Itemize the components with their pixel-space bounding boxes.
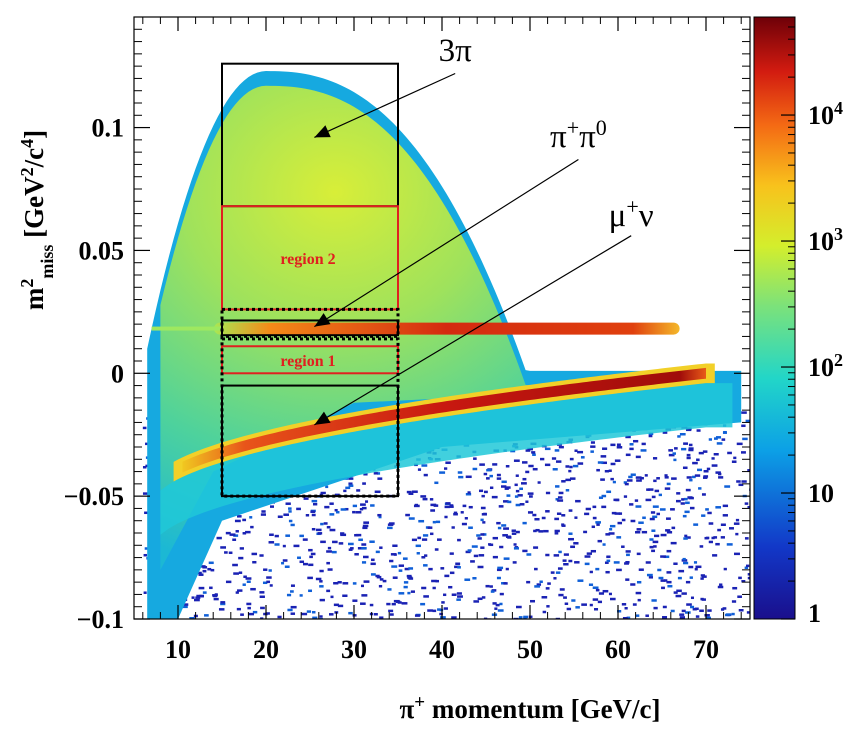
colorbar-tick-label: 102 [808, 350, 843, 382]
x-tick-label: 60 [605, 635, 631, 664]
mu-nu-annotation-label: μ+ν [609, 193, 654, 234]
annotations: 3π π+π0μ+ν [314, 33, 654, 426]
x-tick-label: 70 [693, 635, 719, 664]
pi-pi0-annotation-arrowhead [314, 313, 331, 327]
colorbar-tick-label: 103 [808, 224, 843, 256]
colorbar-scale [753, 16, 796, 620]
colorbar: 1 10 102 103 104 [753, 16, 843, 628]
y-tick-label: 0 [111, 359, 124, 388]
x-axis-title: π+ momentum [GeV/c] [399, 692, 660, 725]
y-tick-label: 0.05 [79, 236, 125, 265]
axes: 10 20 30 40 50 60 70 −0.1 −0.05 0 0.05 0.1 [64, 16, 751, 664]
x-tick-label: 40 [429, 635, 455, 664]
region-2-box [221, 205, 399, 311]
mu-nu-annotation-arrow [314, 235, 632, 426]
pi-pi0-annotation-arrow [314, 159, 579, 328]
y-tick-label: −0.05 [64, 482, 124, 511]
y-tick-label: 0.1 [92, 114, 125, 143]
mu-nu-band [182, 367, 706, 473]
pi-pi0-band-tail [151, 326, 222, 331]
y-tick-label: −0.1 [77, 605, 124, 634]
x-tick-label: 20 [253, 635, 279, 664]
x-tick-label: 50 [517, 635, 543, 664]
y-axis-title: m2miss [GeV2/c4] [17, 130, 57, 310]
mu-nu-tail [160, 383, 733, 535]
x-tick-label: 10 [165, 635, 191, 664]
3pi-annotation-arrowhead [314, 125, 331, 138]
selection-boxes: region 2 region 1 [220, 62, 400, 498]
pipi0-box-inner [221, 319, 399, 337]
region-1-label: region 1 [280, 353, 335, 370]
3pi-annotation-label: 3π [439, 33, 473, 69]
3pi-annotation-arrow [314, 72, 456, 138]
region-2-label: region 2 [280, 251, 335, 268]
colorbar-tick-label: 10 [808, 479, 834, 508]
x-tick-label: 30 [341, 635, 367, 664]
pi-pi0-annotation-label: π+π0 [550, 115, 607, 156]
colorbar-tick-label: 1 [808, 599, 821, 628]
colorbar-tick-label: 104 [808, 98, 843, 130]
mu-nu-annotation-arrowhead [314, 411, 331, 425]
mu-nu-box-solid [221, 384, 399, 498]
pi-pi0-band [214, 322, 680, 335]
region-1-box [221, 345, 399, 375]
